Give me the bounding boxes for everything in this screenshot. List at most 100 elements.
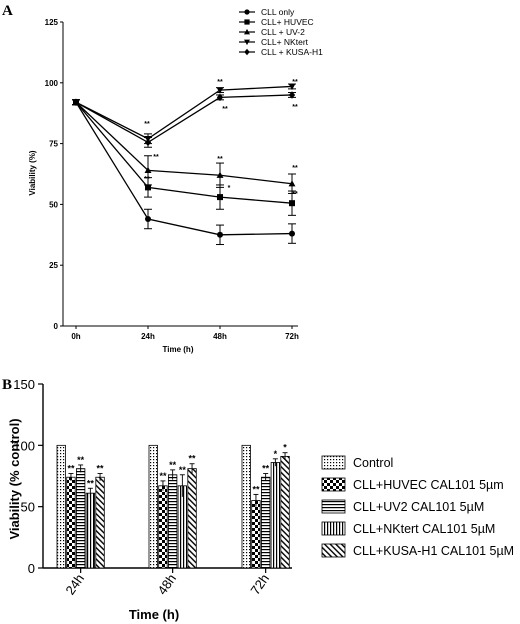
panel-a-data-point [216,171,224,178]
panel-b-legend-label: Control [353,456,393,470]
panel-b-legend-label: CLL+HUVEC CAL101 5µm [353,478,504,492]
panel-b-y-tick-label: 150 [13,377,35,392]
panel-b-bar [167,474,178,569]
panel-a-y-ticks: 0 25 50 75 100 125 [45,18,63,331]
panel-a-data-point [217,231,223,238]
panel-b-significance-mark: ** [169,460,177,470]
panel-a-series-line [75,101,293,185]
panel-a-legend-item: CLL+ NKtert [239,37,309,47]
panel-b-bar [260,476,271,569]
panel-a-series-5 [72,91,296,148]
panel-a-y-axis-label: Viability (%) [28,150,37,196]
panel-a-data-point [145,215,151,222]
panel-a-significance-mark: * [228,185,231,192]
panel-a-legend-label: CLL only [261,7,295,17]
panel-b-legend: Control CLL+HUVEC CAL101 5µm CLL+UV2 CAL10… [321,455,514,558]
panel-a-legend-marker [244,28,250,35]
panel-a-series-1 [72,99,296,246]
panel-b-x-axis-label: Time (h) [129,607,179,622]
panel-a-data-point [72,98,80,107]
panel-b-bar [85,492,95,569]
panel-b-bar [95,476,105,569]
panel-a-y-tick-label: 125 [45,18,59,27]
panel-b-significance-mark: ** [159,471,167,481]
panel-a-data-point [145,184,151,191]
panel-b-bars: ************ ********** [56,443,290,569]
panel-b-legend-label: CLL+KUSA-H1 CAL101 5µM [353,544,514,558]
panel-a-legend-label: CLL+ HUVEC [261,17,314,27]
panel-b-y-tick-label: 0 [28,561,35,576]
panel-a-significance-mark: ** [144,121,150,128]
panel-a-x-tick-label: 48h [213,332,227,341]
panel-a-series-3 [72,98,296,194]
panel-a-x-tick-label: 0h [71,332,80,341]
panel-b-legend-item: CLL+KUSA-H1 CAL101 5µM [321,543,514,558]
panel-b-significance-mark: ** [252,484,260,494]
panel-a-data-point [216,93,224,102]
panel-b-bar [177,485,188,569]
panel-a-y-tick-label: 100 [45,79,59,88]
panel-a-legend-marker [244,9,250,15]
panel-a-significance-mark: ** [144,176,150,183]
panel-a-data-point [216,87,224,94]
panel-a-axes [62,22,298,327]
panel-a-significance-mark: ** [292,104,298,111]
panel-a-y-tick-label: 75 [49,140,58,149]
panel-b-bar [158,485,168,569]
panel-a-significance-mark: ** [153,154,159,161]
panel-a-significance-mark: ** [292,165,298,172]
panel-b-significance-mark: * [283,443,287,453]
panel-b-y-tick-label: 50 [21,500,35,515]
panel-a-legend-label: CLL+ NKtert [261,37,309,47]
panel-b-significance-mark: ** [262,464,270,474]
panel-b-y-ticks: 0 50 100 150 [13,377,43,576]
panel-a-legend-marker [244,19,250,25]
panel-b-legend-label: CLL+NKtert CAL101 5µM [353,522,495,536]
panel-a-y-tick-label: 50 [49,200,58,209]
panel-b-legend-swatch [321,521,346,536]
panel-b-bar [280,455,290,569]
panel-b-x-tick-label: 72h [247,571,272,597]
panel-a-data-point [144,138,152,147]
panel-a-data-point [144,166,152,174]
panel-a-series-line [75,101,293,204]
panel-b-bar [270,462,281,569]
panel-a-legend-label: CLL + UV-2 [261,27,305,37]
panel-a-data-point [289,200,295,207]
panel-a-series-line [75,101,293,236]
panel-b-significance-mark: ** [189,454,197,464]
panel-a-x-tick-label: 72h [285,332,299,341]
panel-b-significance-mark: ** [179,465,187,475]
panel-a-significance-mark: ** [222,106,228,113]
panel-b-legend-swatch [321,455,346,470]
panel-a-series-line [75,94,293,144]
panel-b-significance-mark: ** [87,478,95,488]
panel-b-bar [241,444,251,569]
panel-b-significance-mark: ** [67,464,75,474]
panel-a-series-line [75,85,293,140]
panel-a-legend-label: CLL + KUSA-H1 [261,47,323,57]
panel-a-legend-item: CLL+ HUVEC [239,17,314,27]
panel-a-significance-mark: ** [292,191,298,198]
panel-a-x-tick-label: 24h [141,332,155,341]
panel-a-data-point [288,180,296,187]
panel-a-x-axis-label: Time (h) [163,345,194,354]
panel-a-significance-mark: ** [217,79,223,86]
panel-a-legend-item: CLL only [239,7,295,17]
panel-b-legend-item: Control [321,455,393,470]
panel-b-letter: B [2,377,12,393]
panel-b-y-axis-label: Viability (% control) [7,418,22,539]
panel-b-legend-item: CLL+UV2 CAL101 5µM [321,499,484,514]
panel-b-x-tick-label: 48h [154,571,179,597]
panel-a-legend-marker [244,39,250,46]
panel-b-x-tick-label: 24h [62,571,87,597]
panel-b-significance-mark: ** [97,464,105,474]
panel-b-bar [66,476,76,569]
panel-a-legend-item: CLL + KUSA-H1 [239,47,323,57]
panel-a-data-point [289,230,295,237]
panel-b-bar [187,468,197,569]
panel-a-significance-mark: ** [217,156,223,163]
panel-a-significance-mark: ** [292,79,298,86]
